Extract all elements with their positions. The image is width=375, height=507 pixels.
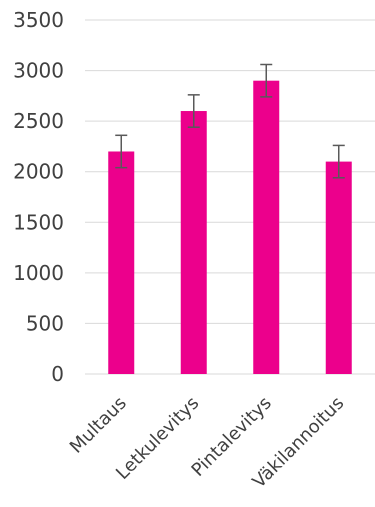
bar-Multaus [108, 151, 135, 374]
bar-Pintalevitys [253, 80, 280, 374]
error-bar-Letkulevitys [187, 94, 200, 128]
error-bar-Multaus [115, 134, 128, 169]
y-tick-label-3500: 3500 [13, 8, 64, 32]
x-category-label-Multaus: Multaus [66, 393, 131, 458]
bars [108, 80, 352, 375]
error-bar-Väkilannoitus [332, 144, 345, 179]
y-tick-label-1500: 1500 [13, 210, 64, 234]
y-tick-label-2500: 2500 [13, 109, 64, 133]
error-bars [115, 63, 345, 179]
y-axis-tick-labels: 0 500 1000 1500 2000 2500 3000 3500 [13, 8, 64, 386]
bar-Letkulevitys [180, 111, 207, 375]
y-tick-label-3000: 3000 [13, 59, 64, 83]
y-tick-label-500: 500 [26, 311, 64, 335]
y-tick-label-1000: 1000 [13, 261, 64, 285]
y-tick-label-2000: 2000 [13, 160, 64, 184]
x-axis-category-labels: MultausLetkulevitysPintalevitysVäkilanno… [66, 393, 348, 493]
bar-Väkilannoitus [325, 161, 352, 374]
error-bar-Pintalevitys [260, 63, 273, 98]
y-tick-label-0: 0 [51, 362, 64, 386]
